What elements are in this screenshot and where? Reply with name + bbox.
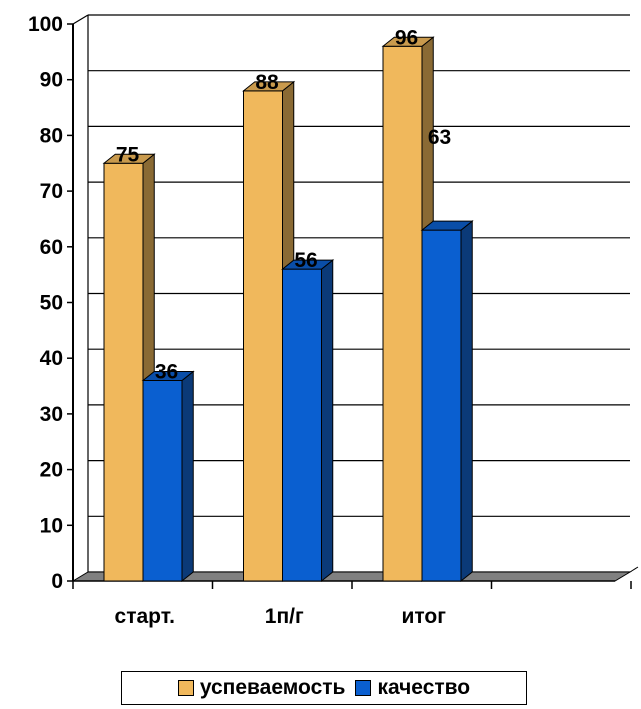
y-tick-label: 10 xyxy=(40,514,63,537)
data-label: 96 xyxy=(395,26,418,49)
bar-top-1-3 xyxy=(381,36,435,47)
bar-1-3 xyxy=(382,45,423,582)
bar-1-2 xyxy=(243,90,283,582)
legend-label-series-1: успеваемость xyxy=(199,676,346,699)
x-tick-label: 1п/г xyxy=(265,605,304,628)
data-label: 88 xyxy=(255,71,279,94)
data-label: 63 xyxy=(428,126,451,149)
bar-top-2-3 xyxy=(420,220,474,231)
y-tick-label: 30 xyxy=(40,403,63,426)
bar-top-1-1 xyxy=(102,153,156,164)
y-tick-label: 60 xyxy=(40,236,63,259)
top-depth-edge xyxy=(72,14,89,25)
bars xyxy=(102,36,474,583)
bar-2-2 xyxy=(282,268,322,582)
y-tick-label: 0 xyxy=(51,570,63,593)
bar-2-3 xyxy=(421,229,462,582)
x-tick-label: итог xyxy=(402,605,447,628)
bar-side-2-3 xyxy=(460,220,473,583)
y-tick-label: 100 xyxy=(28,13,63,36)
x-tick-label: старт. xyxy=(115,605,175,628)
bar-top-2-2 xyxy=(281,259,335,270)
x-axis-tick-labels: старт. 1п/г итог xyxy=(115,605,447,628)
bar-2-1 xyxy=(142,379,183,582)
data-label: 75 xyxy=(116,143,140,166)
data-labels: 75 88 96 36 56 63 xyxy=(116,26,451,383)
bar-top-2-1 xyxy=(141,370,195,381)
y-tick-label: 20 xyxy=(40,459,63,482)
data-label: 36 xyxy=(155,360,178,383)
legend-label-series-2: качество xyxy=(377,676,471,699)
legend-item-series-1: успеваемость xyxy=(177,676,346,700)
legend-item-series-2: качество xyxy=(355,676,470,700)
bar-side-2-1 xyxy=(181,370,194,583)
y-tick-label: 40 xyxy=(40,347,63,370)
legend-swatch-series-2 xyxy=(355,680,372,696)
floor-edge xyxy=(629,566,639,573)
y-tick-label: 80 xyxy=(40,124,63,147)
y-tick-label: 50 xyxy=(40,292,63,315)
y-axis-tick-labels: 0 10 20 30 40 50 60 70 80 90 100 xyxy=(28,13,63,593)
data-label: 56 xyxy=(294,249,317,272)
bar-top-1-2 xyxy=(242,81,296,92)
bar-side-2-2 xyxy=(321,259,334,583)
legend-swatch-series-1 xyxy=(177,680,194,696)
bar-1-1 xyxy=(103,162,144,582)
legend: успеваемость качество xyxy=(121,671,527,705)
y-tick-label: 70 xyxy=(40,180,63,203)
y-tick-label: 90 xyxy=(40,69,63,92)
